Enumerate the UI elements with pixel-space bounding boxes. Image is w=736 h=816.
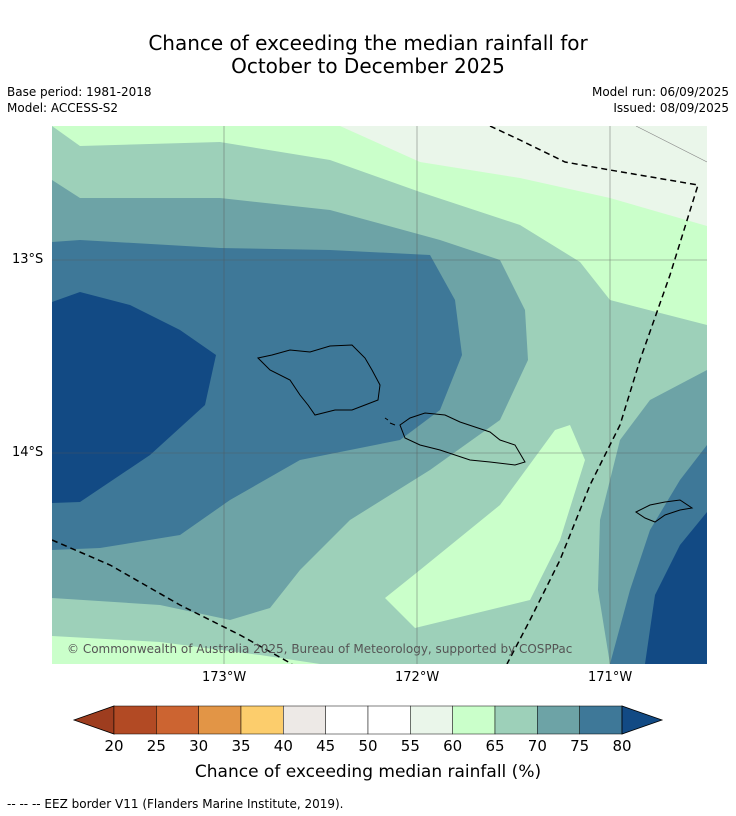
lat-tick-14s: 14°S bbox=[12, 445, 44, 460]
lon-tick-172w: 172°W bbox=[395, 670, 440, 685]
contour-85-west bbox=[52, 292, 216, 503]
eez-border-south bbox=[52, 539, 293, 664]
colorbar-segment bbox=[579, 705, 623, 735]
colorbar-tick-label: 70 bbox=[527, 737, 547, 755]
model-name: Model: ACCESS-S2 bbox=[7, 101, 119, 115]
contour-layers bbox=[52, 126, 707, 664]
small-islets bbox=[384, 417, 396, 426]
eez-border-east bbox=[489, 126, 699, 664]
colorbar bbox=[72, 705, 664, 735]
colorbar-tick-label: 40 bbox=[273, 737, 293, 755]
upolu-island bbox=[399, 412, 526, 466]
faint-line bbox=[635, 126, 707, 163]
lon-tick-171w: 171°W bbox=[588, 670, 633, 685]
meta-right: Model run: 06/09/2025 Issued: 08/09/2025 bbox=[592, 84, 729, 116]
contour-65-bottom bbox=[52, 636, 320, 664]
map-title: Chance of exceeding the median rainfall … bbox=[0, 32, 736, 78]
colorbar-tick-label: 80 bbox=[612, 737, 632, 755]
colorbar-tick-label: 30 bbox=[189, 737, 209, 755]
colorbar-segment bbox=[283, 705, 326, 735]
colorbar-tick-label: 20 bbox=[104, 737, 124, 755]
tutuila-island bbox=[635, 499, 694, 523]
colorbar-segment bbox=[367, 705, 411, 735]
model-run: Model run: 06/09/2025 bbox=[591, 85, 729, 99]
colorbar-segment bbox=[452, 705, 496, 735]
colorbar-tick-label: 50 bbox=[358, 737, 378, 755]
base-period: Base period: 1981-2018 bbox=[7, 85, 152, 99]
colorbar-tick-label: 55 bbox=[400, 737, 420, 755]
colorbar-segment bbox=[113, 705, 157, 735]
eez-footer-note: -- -- -- EEZ border V11 (Flanders Marine… bbox=[7, 797, 344, 811]
colorbar-tick-label: 25 bbox=[146, 737, 166, 755]
colorbar-tick-label: 65 bbox=[485, 737, 505, 755]
colorbar-segment bbox=[325, 705, 369, 735]
colorbar-segment bbox=[156, 705, 199, 735]
colorbar-segment bbox=[198, 705, 242, 735]
meta-left: Base period: 1981-2018 Model: ACCESS-S2 bbox=[7, 84, 152, 116]
lon-tick-173w: 173°W bbox=[202, 670, 247, 685]
colorbar-low-extend bbox=[72, 705, 115, 735]
colorbar-tick-label: 35 bbox=[231, 737, 251, 755]
colorbar-high-extend bbox=[621, 705, 664, 735]
issued-date: Issued: 08/09/2025 bbox=[613, 101, 729, 115]
lat-tick-13s: 13°S bbox=[12, 252, 44, 267]
title-line-1: Chance of exceeding the median rainfall … bbox=[148, 31, 588, 55]
colorbar-title: Chance of exceeding median rainfall (%) bbox=[194, 762, 542, 782]
colorbar-tick-label: 45 bbox=[316, 737, 336, 755]
copyright-text: © Commonwealth of Australia 2025, Bureau… bbox=[67, 642, 572, 656]
colorbar-segment bbox=[240, 705, 284, 735]
colorbar-segment bbox=[494, 705, 538, 735]
colorbar-tick-label: 60 bbox=[443, 737, 463, 755]
colorbar-tick-label: 75 bbox=[570, 737, 590, 755]
colorbar-segment bbox=[537, 705, 580, 735]
contour-85-east bbox=[645, 512, 707, 664]
contour-65-mid bbox=[385, 425, 585, 628]
contour-60-top bbox=[340, 126, 707, 226]
savaii-island bbox=[256, 344, 381, 416]
colorbar-segment bbox=[410, 705, 453, 735]
graticule bbox=[52, 126, 707, 664]
title-line-2: October to December 2025 bbox=[231, 54, 505, 78]
